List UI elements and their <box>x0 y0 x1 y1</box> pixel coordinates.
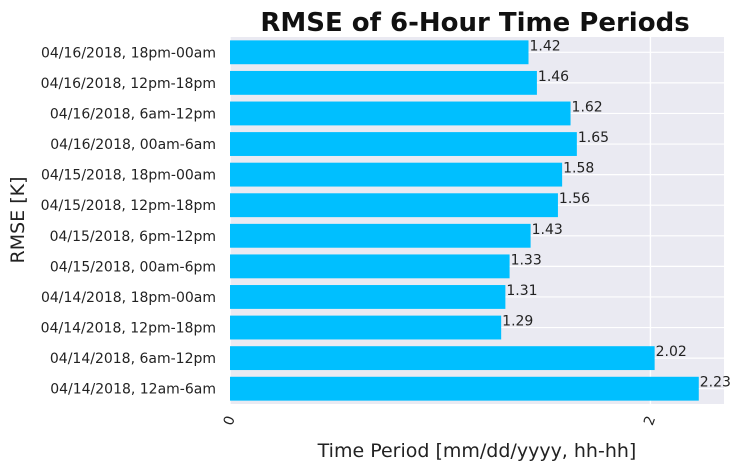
y-tick-label: 04/15/2018, 18pm-00am <box>41 168 216 184</box>
y-tick-label: 04/15/2018, 6pm-12pm <box>50 229 216 245</box>
bar <box>230 193 558 218</box>
bar <box>230 101 571 126</box>
y-tick-label: 04/15/2018, 12pm-18pm <box>41 198 216 214</box>
y-tick-label: 04/16/2018, 00am-6am <box>50 137 216 153</box>
bar <box>230 315 502 340</box>
y-tick-label: 04/15/2018, 00am-6pm <box>50 259 216 275</box>
x-axis-label: Time Period [mm/dd/yyyy, hh-hh] <box>317 440 637 462</box>
bar <box>230 70 537 95</box>
bar-value-label: 1.29 <box>502 314 533 330</box>
bar <box>230 40 529 65</box>
bar-value-label: 1.65 <box>578 130 609 146</box>
y-tick-label: 04/16/2018, 12pm-18pm <box>41 76 216 92</box>
bars <box>230 40 699 401</box>
bar-value-label: 1.33 <box>511 252 542 268</box>
bar <box>230 162 563 187</box>
y-axis-label: RMSE [K] <box>7 177 29 264</box>
bar <box>230 285 506 309</box>
bar-value-label: 1.31 <box>506 283 537 299</box>
bar-value-label: 1.46 <box>538 69 569 85</box>
chart-title: RMSE of 6-Hour Time Periods <box>260 8 689 38</box>
bar-value-label: 2.23 <box>700 375 731 391</box>
y-tick-label: 04/14/2018, 12pm-18pm <box>41 321 216 337</box>
x-tick-label: 0 <box>221 414 239 428</box>
bar <box>230 346 655 371</box>
y-tick-label: 04/14/2018, 18pm-00am <box>41 290 216 306</box>
y-tick-label: 04/14/2018, 6am-12pm <box>50 351 216 367</box>
bar-value-label: 2.02 <box>656 344 687 360</box>
bar <box>230 132 577 156</box>
bar-value-label: 1.56 <box>559 191 590 207</box>
bar <box>230 223 531 248</box>
y-tick-labels: 04/14/2018, 12am-6am 04/14/2018, 6am-12pm… <box>41 45 216 397</box>
bar-value-label: 1.42 <box>530 38 561 54</box>
bar <box>230 376 699 401</box>
x-tick-label: 2 <box>641 414 659 428</box>
bar-value-label: 1.62 <box>572 99 603 115</box>
plot-background <box>230 37 724 404</box>
y-tick-label: 04/14/2018, 12am-6am <box>50 382 216 398</box>
data-labels: 2.23 2.02 1.29 1.31 1.33 1.43 1.56 1.58 1.65 1.62… <box>502 38 731 390</box>
bar <box>230 254 510 279</box>
bar-value-label: 1.43 <box>532 222 563 238</box>
bar-value-label: 1.58 <box>563 161 594 177</box>
y-tick-label: 04/16/2018, 18pm-00am <box>41 45 216 61</box>
y-tick-label: 04/16/2018, 6am-12pm <box>50 106 216 122</box>
